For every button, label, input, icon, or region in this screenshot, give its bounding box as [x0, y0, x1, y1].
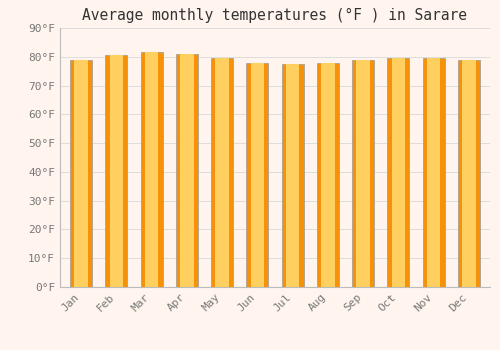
Bar: [145, 52, 158, 287]
Bar: [106, 55, 128, 287]
Bar: [211, 58, 233, 287]
Bar: [176, 54, 198, 287]
Title: Average monthly temperatures (°F ) in Sarare: Average monthly temperatures (°F ) in Sa…: [82, 8, 468, 23]
Bar: [317, 63, 339, 287]
Bar: [388, 58, 409, 287]
Bar: [140, 52, 162, 287]
Bar: [216, 58, 229, 287]
Bar: [321, 63, 334, 287]
Bar: [110, 55, 123, 287]
Bar: [286, 64, 300, 287]
Bar: [462, 60, 475, 287]
Bar: [74, 60, 88, 287]
Bar: [70, 60, 92, 287]
Bar: [458, 60, 480, 287]
Bar: [392, 58, 405, 287]
Bar: [246, 63, 268, 287]
Bar: [427, 58, 440, 287]
Bar: [422, 58, 444, 287]
Bar: [250, 63, 264, 287]
Bar: [356, 60, 370, 287]
Bar: [282, 64, 304, 287]
Bar: [180, 54, 194, 287]
Bar: [352, 60, 374, 287]
